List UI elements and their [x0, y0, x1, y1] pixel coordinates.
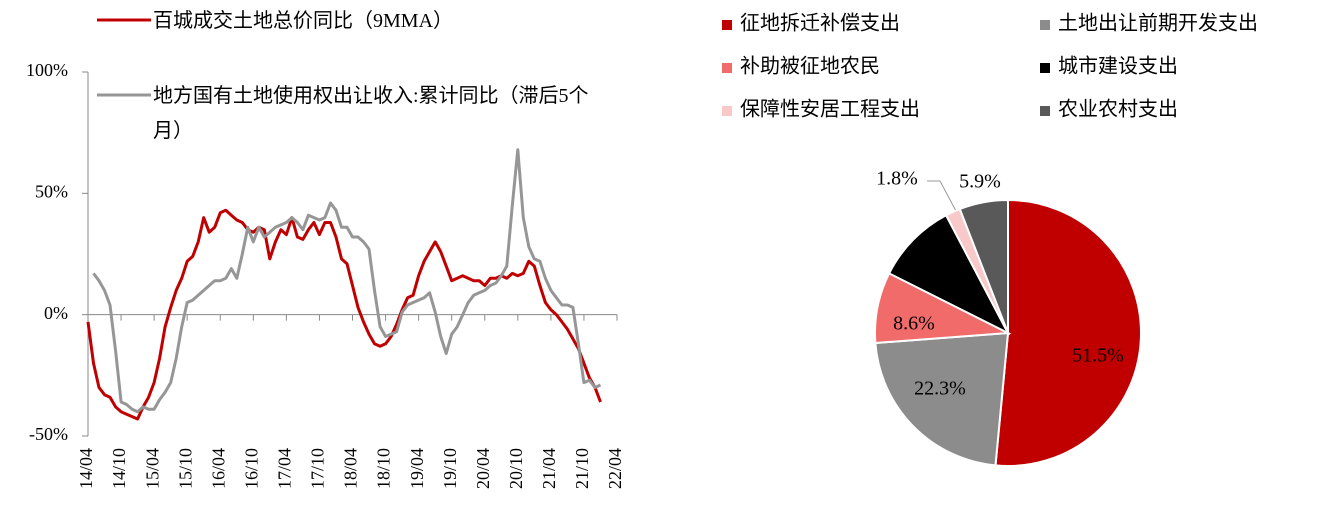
legend-label: 农业农村支出 — [1058, 98, 1178, 121]
x-tick-label: 16/10 — [241, 448, 261, 489]
x-tick-label: 16/04 — [208, 448, 228, 489]
legend-label: 城市建设支出 — [1058, 55, 1178, 78]
legend-label: 土地出让前期开发支出 — [1058, 12, 1258, 35]
x-tick-label: 15/10 — [175, 448, 195, 489]
data-label: 8.6% — [893, 313, 935, 335]
legend-label: 补助被征地农民 — [740, 55, 880, 78]
legend-box: 地方国有土地使用权出让收入:累计同比（滞后5个月） — [153, 85, 589, 142]
pie-slice — [874, 331, 1010, 467]
x-tick-label: 22/04 — [605, 448, 625, 489]
legend-swatch — [1040, 63, 1050, 73]
legend-swatch — [722, 20, 732, 30]
x-tick-label: 14/10 — [109, 448, 129, 489]
x-tick-label: 20/04 — [473, 448, 493, 489]
x-tick-label: 21/10 — [572, 448, 592, 489]
legend-swatch — [722, 106, 732, 116]
x-tick-label: 17/04 — [275, 448, 295, 489]
legend-swatch — [1040, 106, 1050, 116]
y-tick-label: 0% — [44, 303, 68, 323]
legend-label: 征地拆迁补偿支出 — [740, 12, 900, 35]
data-label: 5.9% — [959, 171, 1001, 193]
data-label: 22.3% — [914, 378, 966, 400]
legend-swatch — [722, 63, 732, 73]
x-tick-label: 18/10 — [374, 448, 394, 489]
x-tick-label: 20/10 — [506, 448, 526, 489]
x-tick-label: 17/10 — [308, 448, 328, 489]
y-tick-label: -50% — [29, 424, 68, 444]
y-tick-label: 50% — [35, 181, 68, 201]
data-label: 51.5% — [1072, 345, 1124, 367]
x-tick-label: 18/04 — [341, 448, 361, 489]
x-tick-label: 14/04 — [76, 448, 96, 489]
legend-label: 保障性安居工程支出 — [740, 98, 920, 121]
legend-box: 百城成交土地总价同比（9MMA） — [153, 10, 454, 32]
series-line — [92, 148, 602, 414]
series-line — [86, 208, 602, 421]
data-label: 1.8% — [876, 168, 918, 190]
legend-label: 地方国有土地使用权出让收入:累计同比（滞后5个月） — [153, 85, 589, 142]
pie-slice — [994, 198, 1142, 467]
y-tick-label: 100% — [26, 60, 68, 80]
legend-swatch — [1040, 20, 1050, 30]
legend-label: 百城成交土地总价同比（9MMA） — [153, 10, 454, 32]
x-tick-label: 15/04 — [142, 448, 162, 489]
leader-line — [927, 180, 957, 212]
x-tick-label: 19/10 — [440, 448, 460, 489]
x-tick-label: 19/04 — [407, 448, 427, 489]
x-tick-label: 21/04 — [539, 448, 559, 489]
pie-slice — [887, 213, 1011, 336]
pie-slice — [958, 198, 1009, 334]
